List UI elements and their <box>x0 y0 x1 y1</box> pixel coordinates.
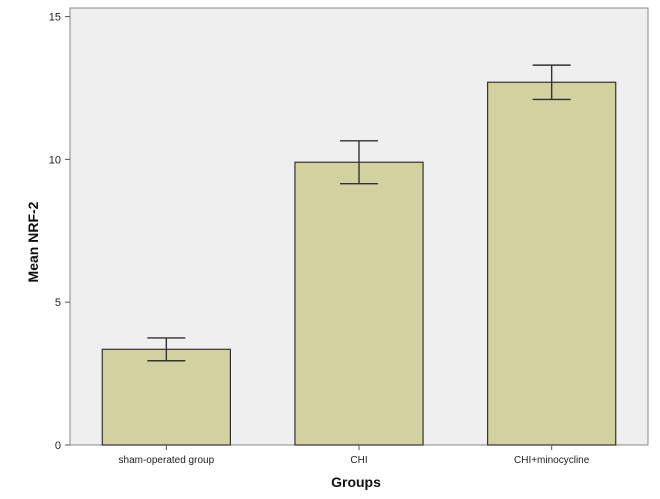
y-tick-label: 5 <box>55 297 61 309</box>
y-axis-title: Mean NRF-2 <box>25 201 41 282</box>
error-bar <box>147 337 186 362</box>
y-tick-label: 15 <box>49 12 61 24</box>
bar <box>487 81 617 446</box>
bar <box>101 348 231 446</box>
x-tick-label: CHI <box>350 455 367 466</box>
error-bar <box>532 64 571 101</box>
y-tick-label: 0 <box>55 440 61 452</box>
x-tick-label: CHI+minocycline <box>514 455 590 466</box>
bar <box>294 161 424 446</box>
y-tick-label: 10 <box>49 154 61 166</box>
error-bar <box>340 140 378 185</box>
x-axis-title: Groups <box>331 474 381 490</box>
x-tick-label: sham-operated group <box>119 455 215 466</box>
